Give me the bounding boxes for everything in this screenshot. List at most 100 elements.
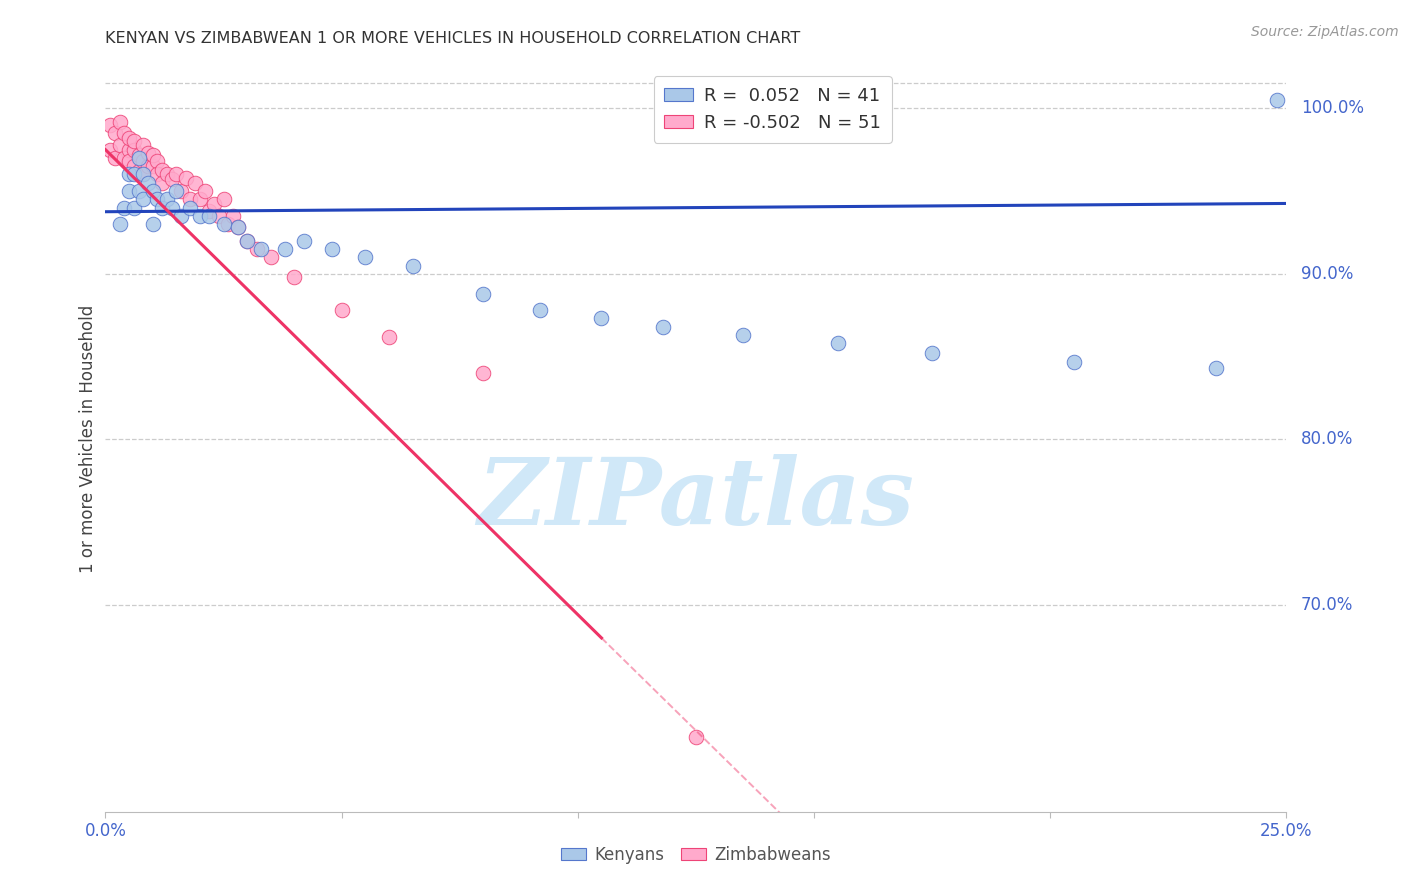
Point [112, 126, 135, 140]
Point [165, 168, 187, 182]
Point [472, 286, 495, 301]
Point [160, 201, 183, 215]
Point [160, 172, 183, 186]
Point [283, 270, 305, 285]
Point [321, 242, 343, 256]
Point [112, 151, 135, 165]
Point [104, 126, 127, 140]
Point [236, 234, 259, 248]
Point [1063, 354, 1085, 368]
Point [226, 220, 249, 235]
Point [292, 234, 315, 248]
Point [112, 201, 135, 215]
Point [378, 329, 401, 343]
Point [150, 162, 173, 177]
Point [236, 234, 259, 248]
Point [98, 143, 121, 157]
Point [246, 242, 269, 256]
Point [132, 168, 155, 182]
Point [136, 145, 159, 160]
Point [118, 154, 141, 169]
Point [156, 168, 179, 182]
Point [108, 217, 131, 231]
Text: ZIPatlas: ZIPatlas [478, 454, 914, 544]
Point [188, 192, 211, 206]
Text: 100.0%: 100.0% [1301, 99, 1364, 117]
Point [132, 154, 155, 169]
Point [142, 147, 165, 161]
Point [136, 176, 159, 190]
Point [132, 137, 155, 152]
Point [128, 151, 150, 165]
Point [1205, 361, 1227, 376]
Point [179, 201, 201, 215]
Point [150, 201, 173, 215]
Point [128, 164, 150, 178]
Point [921, 346, 943, 360]
Point [354, 250, 377, 264]
Legend: Kenyans, Zimbabweans: Kenyans, Zimbabweans [554, 839, 838, 871]
Point [179, 192, 201, 206]
Point [122, 134, 145, 148]
Point [222, 209, 245, 223]
Point [122, 159, 145, 173]
Point [188, 209, 211, 223]
Point [217, 217, 239, 231]
Point [529, 303, 551, 318]
Point [733, 328, 755, 343]
Point [401, 259, 423, 273]
Point [142, 217, 165, 231]
Point [146, 168, 169, 182]
Point [165, 184, 187, 198]
Point [212, 217, 235, 231]
Point [142, 184, 165, 198]
Point [118, 131, 141, 145]
Point [685, 730, 707, 744]
Point [98, 118, 121, 132]
Point [174, 170, 197, 185]
Point [132, 192, 155, 206]
Text: Source: ZipAtlas.com: Source: ZipAtlas.com [1251, 25, 1399, 39]
Point [150, 176, 173, 190]
Point [827, 336, 849, 351]
Point [212, 192, 235, 206]
Point [198, 203, 221, 218]
Point [194, 184, 217, 198]
Point [226, 220, 249, 235]
Point [108, 137, 131, 152]
Point [184, 176, 207, 190]
Point [651, 319, 673, 334]
Point [330, 303, 353, 318]
Point [472, 366, 495, 380]
Point [591, 311, 613, 326]
Text: 80.0%: 80.0% [1301, 430, 1353, 449]
Point [146, 154, 169, 169]
Point [136, 159, 159, 173]
Text: KENYAN VS ZIMBABWEAN 1 OR MORE VEHICLES IN HOUSEHOLD CORRELATION CHART: KENYAN VS ZIMBABWEAN 1 OR MORE VEHICLES … [105, 31, 800, 46]
Point [156, 192, 179, 206]
Point [128, 184, 150, 198]
Point [202, 197, 225, 211]
Point [118, 143, 141, 157]
Point [260, 250, 283, 264]
Point [122, 201, 145, 215]
Text: 70.0%: 70.0% [1301, 596, 1353, 614]
Point [122, 168, 145, 182]
Point [128, 147, 150, 161]
Point [208, 209, 231, 223]
Point [250, 242, 273, 256]
Point [104, 151, 127, 165]
Point [198, 209, 221, 223]
Point [122, 143, 145, 157]
Text: 90.0%: 90.0% [1301, 265, 1353, 283]
Point [1265, 93, 1288, 107]
Point [274, 242, 297, 256]
Point [132, 168, 155, 182]
Point [170, 184, 193, 198]
Y-axis label: 1 or more Vehicles in Household: 1 or more Vehicles in Household [79, 305, 97, 574]
Point [142, 159, 165, 173]
Point [108, 114, 131, 128]
Point [170, 209, 193, 223]
Point [146, 192, 169, 206]
Point [118, 184, 141, 198]
